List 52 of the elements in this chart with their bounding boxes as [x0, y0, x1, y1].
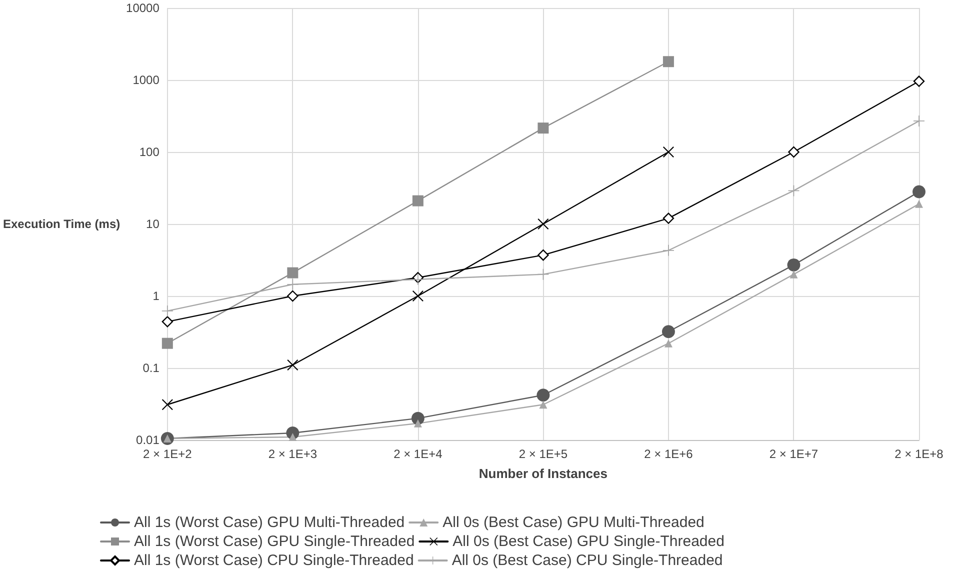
point	[287, 278, 298, 290]
point	[912, 185, 926, 198]
legend-label: All 0s (Best Case) GPU Multi-Threaded	[442, 514, 704, 531]
legend-label: All 1s (Worst Case) CPU Single-Threaded	[134, 552, 414, 569]
x-tick-label: 2 × 1E+5	[518, 447, 568, 461]
point	[662, 56, 674, 68]
point	[662, 146, 674, 158]
point	[539, 400, 548, 409]
point	[915, 200, 923, 208]
y-tick-label: 1000	[132, 73, 160, 87]
legend-label: All 0s (Best Case) CPU Single-Threaded	[452, 552, 723, 569]
y-tick-label: 100	[139, 145, 160, 159]
point	[662, 325, 675, 338]
point	[913, 76, 925, 87]
legend-label: All 1s (Worst Case) GPU Multi-Threaded	[134, 514, 405, 531]
x-tick-label: 2 × 1E+3	[268, 447, 318, 461]
point	[536, 388, 550, 402]
y-tick-label: 0.1	[142, 361, 160, 375]
x-axis-title: Number of Instances	[478, 466, 608, 481]
legend-label: All 0s (Best Case) GPU Single-Threaded	[452, 533, 724, 550]
point	[787, 258, 800, 272]
point	[288, 433, 297, 442]
x-tick-label: 2 × 1E+4	[394, 447, 443, 461]
legend-label: All 1s (Worst Case) GPU Single-Threaded	[134, 533, 415, 550]
point	[414, 419, 422, 428]
point	[287, 267, 298, 278]
point	[162, 338, 173, 349]
point	[412, 195, 424, 206]
point	[162, 316, 174, 328]
y-tick-label: 10000	[126, 1, 160, 15]
point	[664, 339, 672, 348]
y-tick-label: 1	[152, 289, 160, 303]
point	[412, 290, 424, 302]
point	[914, 115, 924, 126]
point	[790, 270, 798, 278]
x-tick-label: 2 × 1E+6	[644, 447, 694, 461]
point	[162, 399, 173, 410]
point	[538, 218, 549, 230]
y-tick-label: 10	[146, 217, 160, 231]
point	[538, 249, 549, 261]
point	[538, 122, 549, 134]
x-tick-label: 2 × 1E+2	[143, 447, 192, 461]
point	[662, 212, 674, 224]
point	[287, 360, 298, 371]
point	[788, 146, 800, 158]
point	[162, 305, 173, 316]
y-tick-label: 0.01	[136, 433, 160, 447]
point	[662, 244, 674, 256]
point	[287, 290, 298, 302]
y-axis-title: Execution Time (ms)	[3, 217, 120, 231]
x-tick-label: 2 × 1E+8	[894, 447, 944, 461]
x-tick-label: 2 × 1E+7	[769, 447, 818, 461]
